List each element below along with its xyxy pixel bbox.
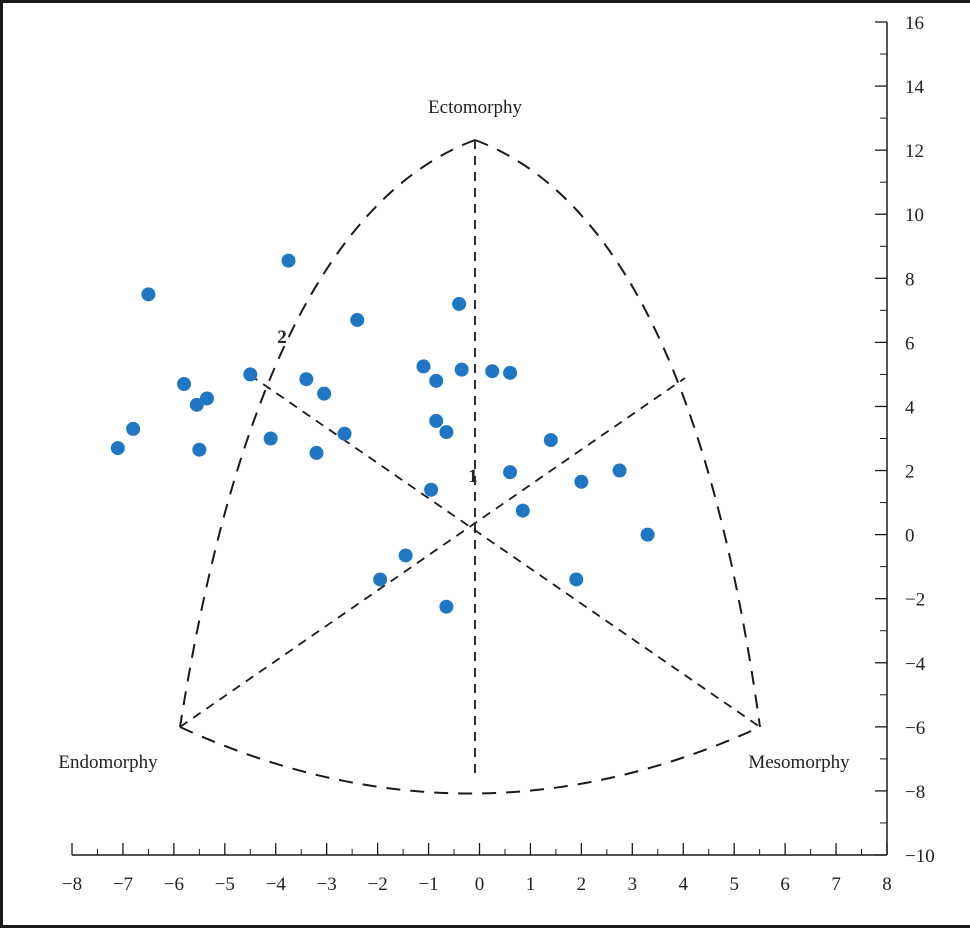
scatter-point xyxy=(503,365,518,380)
scatter-point xyxy=(281,253,296,268)
x-tick-label: −6 xyxy=(164,874,184,895)
scatter-point xyxy=(640,527,655,542)
scatter-point xyxy=(515,503,530,518)
scatter-point xyxy=(569,572,584,587)
scatter-point xyxy=(454,362,469,377)
x-tick-label: −1 xyxy=(418,874,438,895)
scatter-point xyxy=(429,373,444,388)
somatochart-axes xyxy=(179,140,761,780)
axis-endo-meso-right xyxy=(249,374,761,728)
scatter-point xyxy=(424,482,439,497)
x-tick-label: 5 xyxy=(729,874,739,895)
scatter-point xyxy=(429,413,444,428)
x-tick-label: −7 xyxy=(113,874,133,895)
x-tick-label: −4 xyxy=(266,874,287,895)
scatter-point xyxy=(439,425,454,440)
scatter-point xyxy=(373,572,388,587)
y-tick-label: 0 xyxy=(905,526,915,547)
x-tick-label: −5 xyxy=(215,874,235,895)
x-tick-label: 6 xyxy=(780,874,790,895)
scatter-point xyxy=(612,463,627,478)
region-label-2: 2 xyxy=(277,327,287,348)
y-tick-label: −2 xyxy=(905,590,925,611)
y-tick-label: 8 xyxy=(905,269,915,290)
scatter-point xyxy=(110,441,125,456)
y-tick-label: −6 xyxy=(905,718,925,739)
scatter-point xyxy=(485,364,500,379)
y-tick-label: 14 xyxy=(905,77,925,98)
scatter-point xyxy=(126,421,141,436)
x-tick-label: 8 xyxy=(882,874,892,895)
scatter-point xyxy=(192,442,207,457)
y-tick-label: 6 xyxy=(905,333,915,354)
scatter-point xyxy=(299,372,314,387)
data-points xyxy=(110,253,655,614)
corner-label-ectomorphy: Ectomorphy xyxy=(428,97,522,118)
arc-top-left xyxy=(179,139,476,728)
y-tick-label: −4 xyxy=(905,654,926,675)
scatter-point xyxy=(177,377,192,392)
x-tick-label: 7 xyxy=(831,874,841,895)
x-tick-label: 4 xyxy=(679,874,689,895)
scatter-point xyxy=(189,397,204,412)
x-tick-label: 1 xyxy=(526,874,536,895)
y-tick-label: 12 xyxy=(905,141,924,162)
scatter-point xyxy=(337,426,352,441)
y-tick-label: 4 xyxy=(905,397,915,418)
x-tick-label: 3 xyxy=(628,874,638,895)
y-tick-label: −10 xyxy=(905,846,935,867)
x-tick-label: −8 xyxy=(62,874,82,895)
y-tick-label: −8 xyxy=(905,782,925,803)
arc-bottom xyxy=(179,726,761,795)
axis-endo-meso-left xyxy=(179,377,686,728)
scatter-point xyxy=(452,296,467,311)
scatter-point xyxy=(503,465,518,480)
arc-top-right xyxy=(474,139,761,728)
scatter-point xyxy=(309,445,324,460)
scatter-point xyxy=(439,599,454,614)
axes xyxy=(72,22,888,856)
scatter-point xyxy=(543,433,558,448)
corner-label-mesomorphy: Mesomorphy xyxy=(748,752,850,773)
scatter-point xyxy=(574,474,589,489)
x-axis-ticks: −8 −7 −6 −5 −4 −3 −2 −1 0 1 2 3 4 5 6 7 8 xyxy=(62,843,892,895)
scatter-point xyxy=(199,391,214,406)
scatter-point xyxy=(317,386,332,401)
scatter-point xyxy=(243,367,258,382)
somatochart-outline xyxy=(179,139,761,795)
x-tick-label: 0 xyxy=(475,874,485,895)
y-tick-label: 10 xyxy=(905,205,924,226)
scatter-point xyxy=(398,548,413,563)
y-axis-ticks: 16 14 12 10 8 6 4 2 0 −2 −4 −6 −8 −10 xyxy=(875,13,935,867)
scatter-point xyxy=(141,287,156,302)
x-tick-label: −3 xyxy=(317,874,337,895)
y-tick-label: 2 xyxy=(905,462,915,483)
scatter-point xyxy=(350,312,365,327)
x-tick-label: 2 xyxy=(577,874,587,895)
scatter-point xyxy=(263,431,278,446)
corner-label-endomorphy: Endomorphy xyxy=(58,752,158,773)
scatter-point xyxy=(416,359,431,374)
y-tick-label: 16 xyxy=(905,13,924,34)
x-tick-label: −2 xyxy=(368,874,388,895)
region-label-1: 1 xyxy=(468,466,478,487)
